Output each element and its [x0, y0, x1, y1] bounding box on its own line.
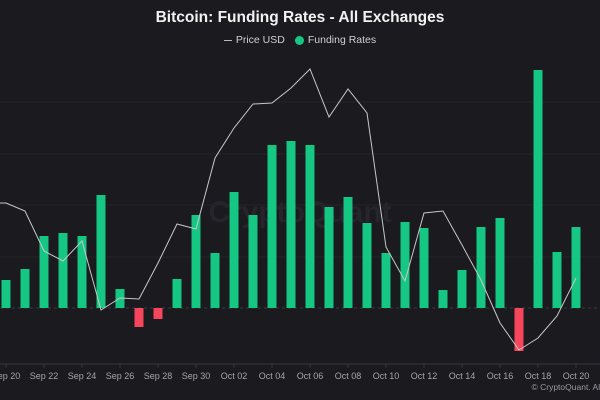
funding-bar-oct-05[interactable] — [286, 141, 296, 308]
legend-item-price[interactable]: Price USD — [223, 34, 285, 46]
funding-bar-sep-22[interactable] — [39, 236, 49, 308]
x-tick-label: Sep 20 — [0, 371, 20, 381]
x-tick-label: Oct 02 — [221, 371, 248, 381]
funding-bar-oct-12[interactable] — [419, 228, 429, 308]
x-tick-label: Sep 22 — [30, 371, 59, 381]
funding-bar-oct-11[interactable] — [400, 222, 410, 308]
funding-bar-oct-04[interactable] — [267, 145, 277, 308]
funding-bar-sep-29[interactable] — [172, 279, 182, 308]
funding-bar-oct-10[interactable] — [381, 253, 391, 308]
funding-bar-oct-19[interactable] — [552, 252, 562, 308]
x-tick-label: Sep 26 — [106, 371, 135, 381]
legend-label: Price USD — [235, 34, 285, 46]
funding-bar-oct-03[interactable] — [248, 215, 258, 308]
funding-bar-sep-25[interactable] — [96, 195, 106, 308]
x-tick-label: Oct 12 — [411, 371, 438, 381]
chart-title: Bitcoin: Funding Rates - All Exchanges — [155, 9, 445, 26]
funding-bar-sep-24[interactable] — [77, 236, 87, 308]
x-tick-label: Oct 14 — [449, 371, 476, 381]
x-tick-label: Oct 06 — [297, 371, 324, 381]
price-usd-line[interactable] — [0, 68, 577, 351]
funding-bar-oct-09[interactable] — [362, 223, 372, 308]
x-tick-label: Oct 20 — [563, 371, 590, 381]
copyright-footer: © CryptoQuant. All — [531, 382, 600, 392]
funding-bar-oct-17[interactable] — [514, 308, 524, 351]
x-tick-label: Oct 04 — [259, 371, 286, 381]
funding-bar-sep-28[interactable] — [153, 308, 163, 319]
funding-bar-sep-20[interactable] — [1, 280, 11, 308]
funding-bar-oct-13[interactable] — [438, 290, 448, 308]
funding-bar-sep-30[interactable] — [191, 215, 201, 308]
funding-bar-oct-02[interactable] — [229, 192, 239, 308]
x-tick-label: Oct 18 — [525, 371, 552, 381]
funding-bar-oct-08[interactable] — [343, 197, 353, 308]
funding-bar-oct-15[interactable] — [476, 227, 486, 308]
legend-label: Funding Rates — [307, 34, 377, 46]
funding-bar-sep-27[interactable] — [134, 308, 144, 327]
legend-item-funding[interactable]: Funding Rates — [294, 34, 377, 46]
funding-bar-oct-18[interactable] — [533, 70, 543, 308]
x-tick-label: Sep 30 — [182, 371, 211, 381]
funding-bar-oct-07[interactable] — [324, 207, 334, 308]
x-tick-label: Oct 10 — [373, 371, 400, 381]
dot-swatch-icon — [294, 35, 304, 45]
x-tick-label: Oct 08 — [335, 371, 362, 381]
funding-bar-oct-16[interactable] — [495, 218, 505, 308]
x-tick-label: Sep 24 — [68, 371, 97, 381]
legend: Price USD Funding Rates — [0, 34, 600, 46]
line-swatch-icon — [223, 39, 232, 41]
x-tick-label: Oct 16 — [487, 371, 514, 381]
funding-bar-sep-21[interactable] — [20, 269, 30, 308]
watermark: CryptoQuant — [208, 196, 391, 229]
funding-bar-oct-14[interactable] — [457, 270, 467, 308]
funding-bar-sep-23[interactable] — [58, 233, 68, 308]
funding-bar-oct-06[interactable] — [305, 145, 315, 308]
funding-bar-oct-01[interactable] — [210, 253, 220, 308]
x-tick-label: Sep 28 — [144, 371, 173, 381]
funding-bar-oct-20[interactable] — [571, 227, 581, 308]
